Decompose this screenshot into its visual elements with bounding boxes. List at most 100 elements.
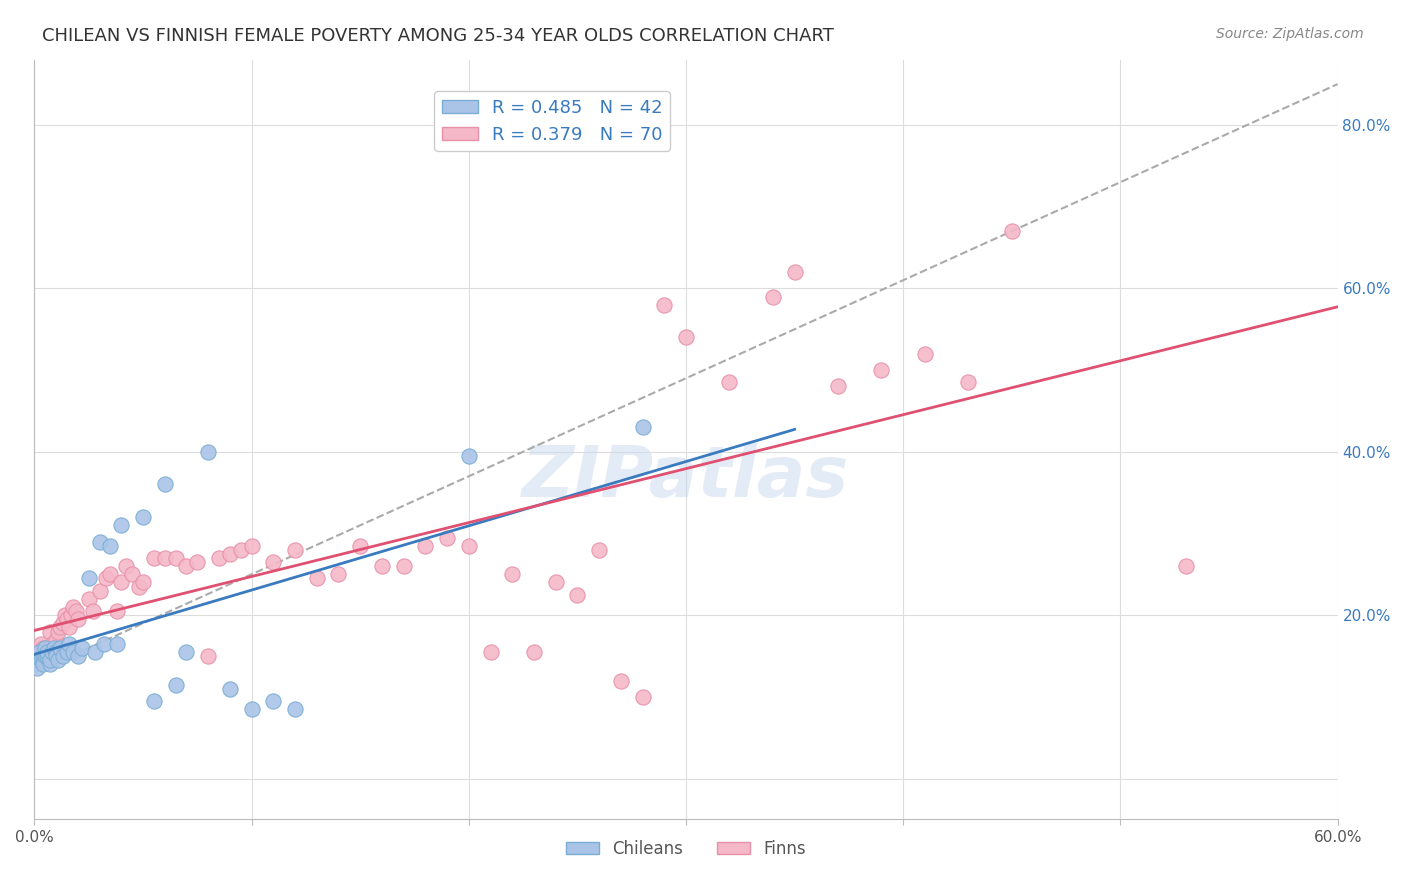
Point: [66, 648, 89, 663]
Point: [60, 608, 83, 623]
Point: [218, 547, 240, 561]
Point: [89, 534, 111, 549]
Point: [218, 681, 240, 696]
Point: [49, 620, 72, 634]
Point: [100, 539, 122, 553]
Point: [240, 539, 263, 553]
Point: [34, 648, 56, 663]
Point: [349, 539, 371, 553]
Point: [176, 559, 198, 574]
Text: CHILEAN VS FINNISH FEMALE POVERTY AMONG 25-34 YEAR OLDS CORRELATION CHART: CHILEAN VS FINNISH FEMALE POVERTY AMONG …: [42, 27, 834, 45]
Point: [631, 420, 654, 434]
Point: [328, 567, 350, 582]
Point: [262, 555, 284, 569]
Point: [65, 604, 87, 618]
Point: [132, 510, 155, 524]
Point: [240, 702, 263, 716]
Point: [32, 653, 55, 667]
Point: [42, 640, 65, 655]
Point: [567, 588, 589, 602]
Text: Source: ZipAtlas.com: Source: ZipAtlas.com: [1216, 27, 1364, 41]
Point: [186, 555, 208, 569]
Point: [523, 645, 546, 659]
Point: [37, 645, 59, 659]
Point: [62, 645, 84, 659]
Point: [870, 363, 893, 377]
Point: [1174, 559, 1197, 574]
Point: [77, 571, 100, 585]
Point: [176, 645, 198, 659]
Point: [675, 330, 697, 344]
Point: [45, 632, 67, 647]
Point: [56, 645, 79, 659]
Point: [41, 645, 63, 659]
Point: [28, 645, 51, 659]
Legend: Chileans, Finns: Chileans, Finns: [560, 833, 813, 864]
Point: [34, 648, 56, 663]
Point: [32, 657, 55, 672]
Point: [89, 583, 111, 598]
Point: [56, 612, 79, 626]
Point: [114, 559, 136, 574]
Point: [128, 580, 150, 594]
Point: [45, 648, 67, 663]
Point: [110, 575, 132, 590]
Point: [229, 542, 252, 557]
Point: [37, 645, 59, 659]
Point: [1001, 224, 1024, 238]
Point: [479, 645, 502, 659]
Point: [121, 567, 143, 582]
Point: [957, 376, 980, 390]
Point: [718, 376, 741, 390]
Point: [53, 608, 76, 623]
Point: [914, 347, 936, 361]
Point: [46, 624, 69, 639]
Point: [132, 575, 155, 590]
Point: [415, 539, 437, 553]
Point: [37, 648, 59, 663]
Point: [25, 653, 48, 667]
Point: [46, 653, 69, 667]
Point: [70, 640, 93, 655]
Point: [371, 559, 394, 574]
Point: [142, 551, 165, 566]
Point: [392, 559, 415, 574]
Point: [38, 657, 60, 672]
Point: [153, 477, 176, 491]
Point: [631, 690, 654, 704]
Point: [58, 637, 80, 651]
Point: [142, 694, 165, 708]
Point: [93, 637, 115, 651]
Point: [42, 640, 65, 655]
Point: [38, 653, 60, 667]
Point: [30, 637, 52, 651]
Point: [436, 531, 458, 545]
Point: [110, 518, 132, 533]
Point: [82, 604, 104, 618]
Point: [305, 571, 328, 585]
Point: [28, 645, 51, 659]
Point: [49, 640, 72, 655]
Point: [610, 673, 633, 688]
Point: [544, 575, 567, 590]
Point: [32, 640, 55, 655]
Point: [41, 637, 63, 651]
Point: [457, 539, 479, 553]
Point: [52, 648, 75, 663]
Point: [105, 637, 128, 651]
Point: [84, 645, 107, 659]
Point: [38, 624, 60, 639]
Point: [52, 616, 75, 631]
Point: [588, 542, 610, 557]
Point: [100, 567, 122, 582]
Point: [30, 653, 52, 667]
Point: [45, 645, 67, 659]
Point: [208, 551, 231, 566]
Point: [197, 444, 219, 458]
Point: [77, 591, 100, 606]
Point: [25, 661, 48, 675]
Point: [34, 640, 56, 655]
Text: ZIPatlas: ZIPatlas: [522, 443, 849, 512]
Point: [284, 542, 307, 557]
Point: [197, 648, 219, 663]
